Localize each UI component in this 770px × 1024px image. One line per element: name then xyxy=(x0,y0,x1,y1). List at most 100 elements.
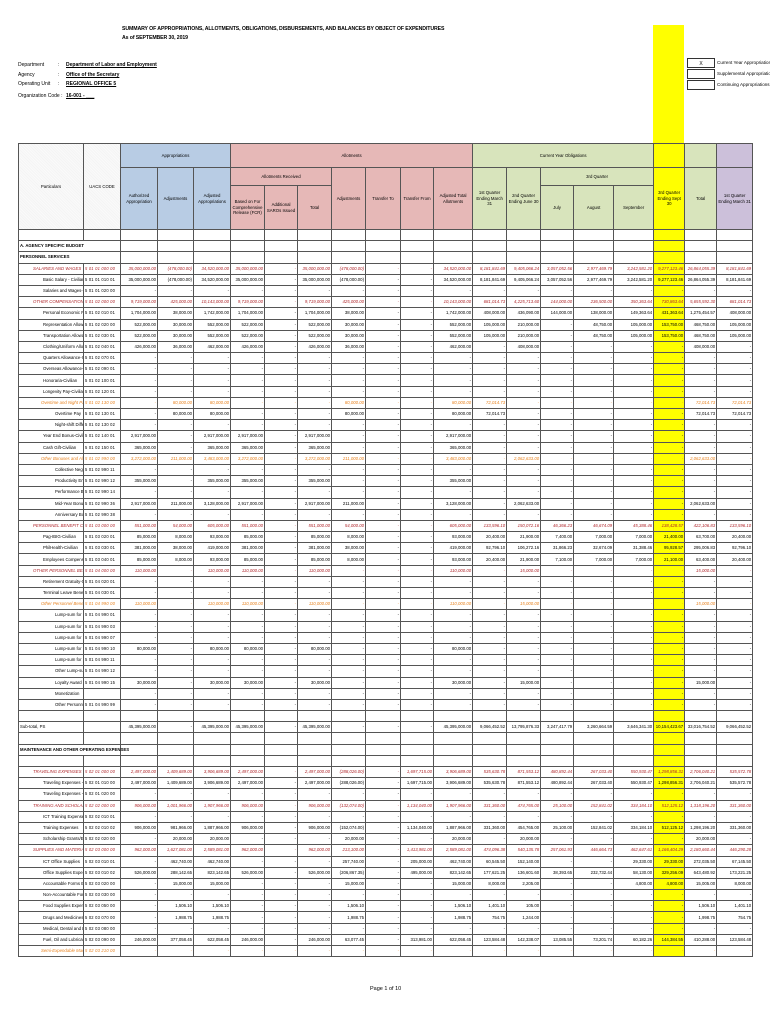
value-cell: - xyxy=(297,407,333,421)
value-cell: 3,272,000.00 xyxy=(230,452,266,465)
value-cell xyxy=(192,754,232,768)
value-cell: 3,128,000.00 xyxy=(192,497,232,510)
value-cell xyxy=(192,743,232,756)
value-cell: - xyxy=(230,486,266,499)
value-cell: 8,181,841.69 xyxy=(472,262,508,275)
value-cell: 962,000.00 xyxy=(230,844,266,857)
value-cell: - xyxy=(573,419,615,432)
value-cell xyxy=(120,251,158,264)
fund-checkbox-current[interactable]: X xyxy=(687,58,715,68)
value-cell: 871,553.12 xyxy=(506,777,542,790)
value-cell: 20,400.00 xyxy=(716,553,754,566)
uacs-code-cell: 5 01 02 990 11 xyxy=(83,463,121,477)
value-cell: 20,000.00 xyxy=(157,833,194,846)
report-title: SUMMARY OF APPROPRIATIONS, ALLOTMENTS, O… xyxy=(122,26,445,32)
value-cell: - xyxy=(264,564,299,577)
value-cell: 426,000.00 xyxy=(230,340,266,354)
value-cell: 85,000.00 xyxy=(230,553,266,566)
value-cell: - xyxy=(653,654,686,667)
value-cell: - xyxy=(230,385,266,398)
table-row: Employees Compensation Insurance5 01 03 … xyxy=(18,553,754,566)
value-cell: - xyxy=(192,922,232,935)
uacs-code-cell xyxy=(83,721,121,734)
value-cell: 110,000.00 xyxy=(433,598,474,611)
value-cell: 1,134,040.00 xyxy=(400,821,435,835)
value-cell xyxy=(472,710,508,723)
value-cell: - xyxy=(573,374,615,387)
value-cell: - xyxy=(684,441,718,454)
value-cell: 605,000.00 xyxy=(433,519,474,533)
value-cell: - xyxy=(264,900,299,913)
value-cell: - xyxy=(297,855,333,868)
value-cell: - xyxy=(297,922,333,935)
value-cell: - xyxy=(365,642,402,656)
value-cell: - xyxy=(506,665,542,678)
particulars-cell: Drugs and Medicines Expenses xyxy=(18,911,84,924)
value-cell: 3,260,664.59 xyxy=(573,721,615,734)
value-cell: - xyxy=(653,407,686,421)
particulars-cell: Training Expenses xyxy=(18,821,84,835)
value-cell: - xyxy=(653,419,686,432)
value-cell: - xyxy=(684,385,718,398)
table-row: Medical, Dental and Laboratory5 02 03 08… xyxy=(18,922,754,935)
value-cell: - xyxy=(331,922,367,935)
value-cell: - xyxy=(684,463,718,477)
value-cell: - xyxy=(365,508,402,521)
value-cell xyxy=(365,240,402,253)
value-cell xyxy=(684,732,718,745)
value-cell: - xyxy=(230,810,266,823)
value-cell: - xyxy=(230,922,266,935)
value-cell: - xyxy=(400,944,435,958)
value-cell: - xyxy=(540,385,575,398)
value-cell: - xyxy=(365,631,402,644)
value-cell: - xyxy=(400,564,435,577)
value-cell xyxy=(192,251,232,264)
value-cell: - xyxy=(506,642,542,656)
value-cell: - xyxy=(400,788,435,801)
value-cell: - xyxy=(716,665,754,678)
particulars-cell: Overtime Pay xyxy=(18,407,84,421)
value-cell: - xyxy=(506,654,542,667)
value-cell: 425,000.00 xyxy=(331,296,367,309)
value-cell xyxy=(540,251,575,264)
value-cell: - xyxy=(540,654,575,667)
value-cell: - xyxy=(331,463,367,477)
value-cell: 20,000.00 xyxy=(192,833,232,846)
value-cell: 468,750.00 xyxy=(684,318,718,331)
particulars-cell: OTHER PERSONNEL BENEFITS xyxy=(18,564,84,577)
uacs-code-cell: 5 01 03 020 01 xyxy=(83,531,121,544)
value-cell: - xyxy=(684,586,718,600)
value-cell: 522,000.00 xyxy=(120,329,158,342)
table-row: ICT Training Expenses 5 02 02 010 01- - - - -… xyxy=(18,810,754,823)
value-cell: - xyxy=(506,609,542,622)
value-cell: - xyxy=(400,486,435,499)
value-cell: - xyxy=(400,262,435,275)
value-cell: - xyxy=(684,508,718,521)
value-cell: - xyxy=(653,620,686,633)
value-cell: 144,000.00 xyxy=(540,296,575,309)
value-cell: - xyxy=(400,441,435,454)
value-cell: 3,057,052.56 xyxy=(540,262,575,275)
value-cell: 20,000.00 xyxy=(684,833,718,846)
uacs-code-cell: 5 01 04 990 11 xyxy=(83,654,121,667)
value-cell: 110,000.00 xyxy=(297,564,333,577)
value-cell xyxy=(230,240,266,253)
fund-checkbox-supplemental[interactable] xyxy=(687,69,715,79)
value-cell: - xyxy=(506,575,542,589)
value-cell: - xyxy=(365,788,402,801)
value-cell xyxy=(120,754,158,768)
value-cell: 80,000.00 xyxy=(433,396,474,410)
value-cell: 1,887,966.00 xyxy=(192,821,232,835)
value-cell xyxy=(192,732,232,745)
fund-checkbox-continuing[interactable] xyxy=(687,80,715,90)
particulars-cell: Mid-Year Bonus xyxy=(18,497,84,510)
value-cell: - xyxy=(297,363,333,376)
value-cell: - xyxy=(653,944,686,958)
value-cell: - xyxy=(613,586,655,600)
table-row: A. AGENCY SPECIFIC BUDGET xyxy=(18,240,754,253)
uacs-code-cell: 5 01 04 020 01 xyxy=(83,575,121,589)
value-cell: - xyxy=(264,318,299,331)
value-cell: 3,906,689.00 xyxy=(433,777,474,790)
value-cell: - xyxy=(540,598,575,611)
